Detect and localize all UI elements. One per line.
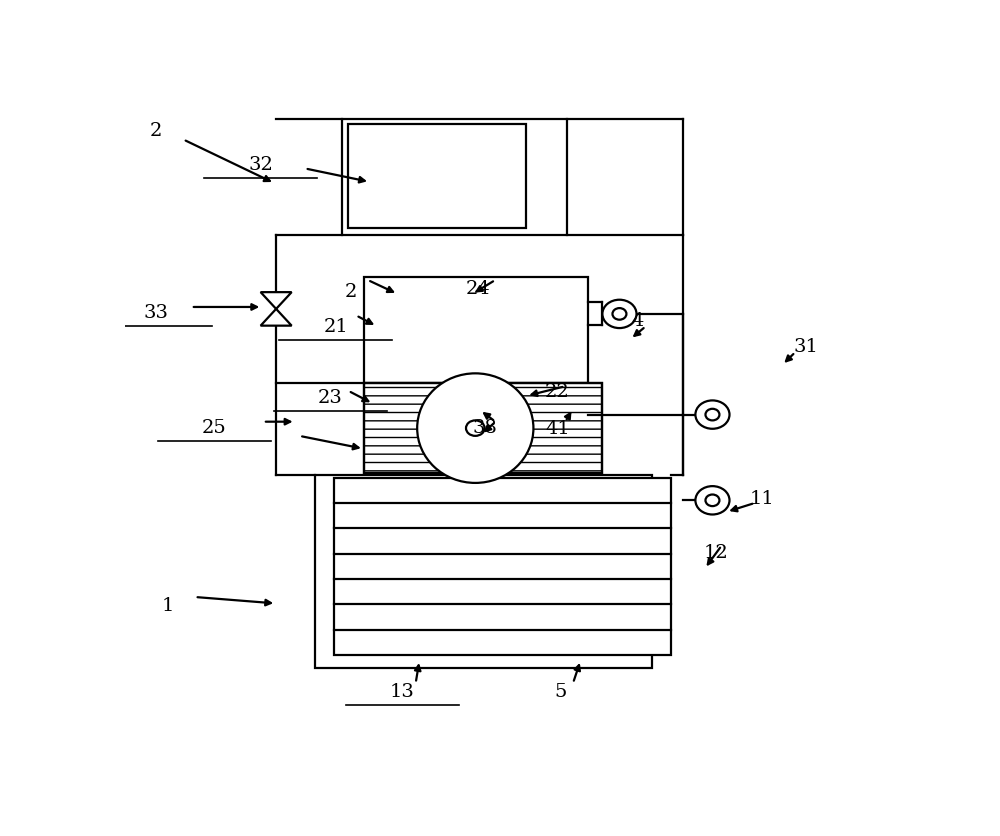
Text: 23: 23 <box>318 389 343 406</box>
Text: 24: 24 <box>465 279 490 298</box>
Circle shape <box>612 308 626 320</box>
Circle shape <box>695 401 730 429</box>
Text: 22: 22 <box>545 382 570 400</box>
Text: 11: 11 <box>750 489 774 507</box>
Text: 38: 38 <box>473 418 498 436</box>
Polygon shape <box>261 293 292 309</box>
Bar <box>364 278 588 384</box>
Circle shape <box>602 300 637 329</box>
Text: 4: 4 <box>632 312 644 329</box>
Circle shape <box>705 410 719 421</box>
Text: 2: 2 <box>150 122 162 140</box>
Text: 32: 32 <box>248 155 273 174</box>
Text: 12: 12 <box>703 543 728 561</box>
Text: 41: 41 <box>545 420 570 437</box>
Text: 2: 2 <box>345 283 357 301</box>
Bar <box>364 384 602 474</box>
Circle shape <box>705 495 719 507</box>
Text: 1: 1 <box>161 597 174 614</box>
Text: 31: 31 <box>793 337 818 355</box>
Circle shape <box>466 421 485 436</box>
Text: 13: 13 <box>390 682 415 701</box>
Text: 5: 5 <box>554 682 567 701</box>
Bar <box>342 120 567 236</box>
Bar <box>364 384 602 474</box>
Ellipse shape <box>417 374 533 483</box>
Text: 21: 21 <box>323 318 348 336</box>
Text: 25: 25 <box>202 418 226 436</box>
Text: 33: 33 <box>144 303 168 322</box>
Circle shape <box>695 487 730 515</box>
Bar <box>315 475 652 668</box>
Bar <box>348 125 526 229</box>
Bar <box>334 478 671 655</box>
Polygon shape <box>261 309 292 326</box>
